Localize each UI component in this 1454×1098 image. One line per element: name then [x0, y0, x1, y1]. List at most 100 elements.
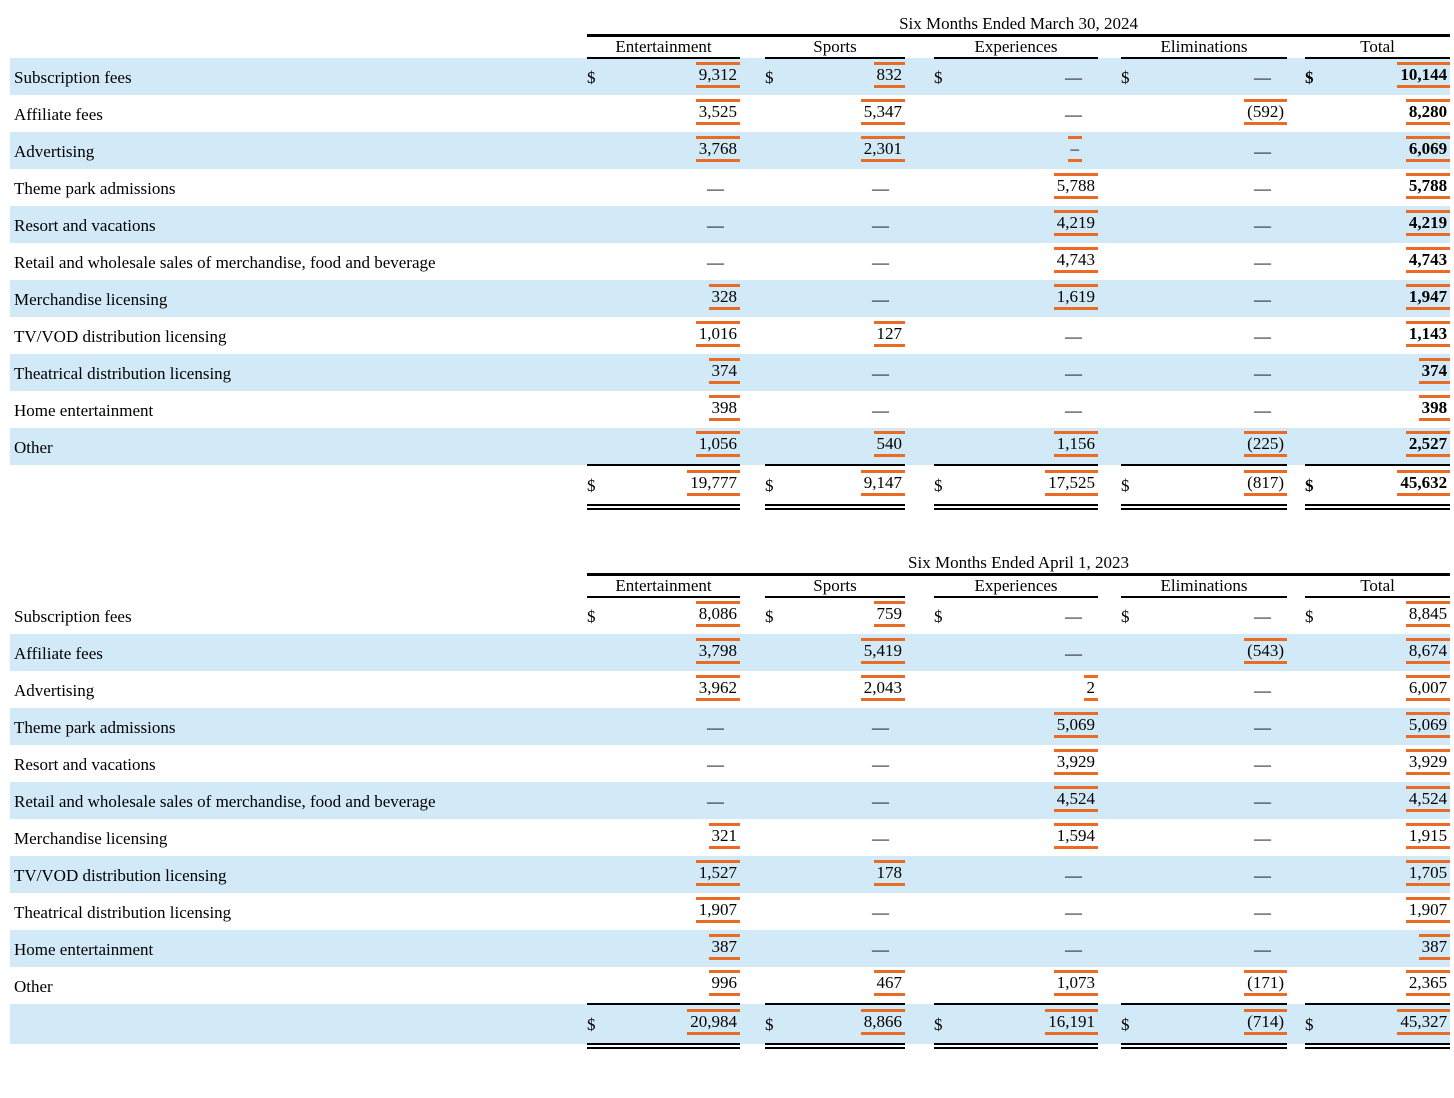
- column-gap: [1098, 505, 1121, 509]
- xbrl-tagged-value: 1,073: [1053, 970, 1098, 996]
- value-cell: —: [1149, 708, 1287, 745]
- dollar-sign: $: [1305, 58, 1333, 95]
- dollar-sign: [587, 782, 615, 819]
- dollar-sign: [1121, 782, 1149, 819]
- column-gap: [905, 243, 934, 280]
- table-row: Subscription fees $8,086 $759 $ — $ — $8,845: [10, 597, 1451, 634]
- dollar-sign: [934, 856, 962, 893]
- value-cell: 2,043: [793, 671, 905, 708]
- dollar-sign: [1305, 856, 1333, 893]
- value-cell: —: [962, 634, 1098, 671]
- value-cell: 5,347: [793, 95, 905, 132]
- xbrl-tagged-value: 540: [873, 431, 905, 457]
- segment-revenue-tables: Six Months Ended March 30, 2024 Entertain…: [10, 14, 1454, 1049]
- column-gap: [740, 428, 765, 465]
- value-cell: (714): [1149, 1003, 1287, 1045]
- column-gap: [740, 58, 765, 95]
- value-cell: 1,073: [962, 967, 1098, 1004]
- dollar-sign: $: [934, 58, 962, 95]
- value-cell: —: [707, 755, 724, 774]
- dollar-sign: [587, 243, 615, 280]
- column-gap: [740, 465, 765, 505]
- xbrl-tagged-value: 6,007: [1405, 675, 1451, 701]
- dollar-sign: [1121, 967, 1149, 1004]
- value-cell: 1,156: [962, 428, 1098, 465]
- column-gap: [1287, 280, 1305, 317]
- xbrl-tagged-value: 1,705: [1405, 860, 1451, 886]
- table-row: Theatrical distribution licensing 1,907 — —…: [10, 893, 1451, 930]
- double-rule: [587, 1044, 740, 1049]
- column-gap: [1098, 597, 1121, 634]
- dollar-sign: [1305, 354, 1333, 391]
- value-cell: 127: [793, 317, 905, 354]
- dollar-sign: [587, 893, 615, 930]
- double-rule-row: [10, 1044, 1451, 1049]
- value-cell: 387: [1333, 930, 1451, 967]
- six-months-2023-table: Six Months Ended April 1, 2023 Entertainm…: [10, 553, 1454, 1049]
- dollar-sign: $: [587, 1003, 615, 1045]
- row-label: Other: [14, 977, 53, 996]
- dollar-sign: [587, 95, 615, 132]
- double-rule: [1305, 1044, 1451, 1049]
- column-gap: [905, 1004, 934, 1044]
- corner-spacer: [10, 36, 587, 59]
- table-row: TV/VOD distribution licensing 1,527 178 — — 1…: [10, 856, 1451, 893]
- column-header-row: Entertainment Sports Experiences Eliminatio…: [10, 35, 1451, 59]
- value-cell: —: [1149, 856, 1287, 893]
- xbrl-tagged-value: 2,527: [1405, 431, 1451, 457]
- column-gap: [1098, 782, 1121, 819]
- value-cell: (171): [1149, 967, 1287, 1004]
- dollar-sign: [1121, 317, 1149, 354]
- column-gap: [905, 575, 934, 598]
- dollar-sign: [587, 856, 615, 893]
- dollar-sign: [934, 782, 962, 819]
- value-cell: —: [1254, 401, 1271, 420]
- column-gap: [905, 58, 934, 95]
- value-cell: 4,219: [962, 206, 1098, 243]
- value-cell: 10,144: [1333, 58, 1451, 95]
- dollar-sign: $: [1305, 464, 1333, 506]
- row-label: Subscription fees: [14, 607, 132, 626]
- column-gap: [905, 708, 934, 745]
- column-gap: [1287, 819, 1305, 856]
- row-label: Retail and wholesale sales of merchandis…: [14, 253, 436, 272]
- table-row: Retail and wholesale sales of merchandis…: [10, 243, 1451, 280]
- column-gap: [1287, 967, 1305, 1004]
- value-cell: —: [962, 930, 1098, 967]
- dollar-sign: [765, 930, 793, 967]
- revenue-table: Six Months Ended April 1, 2023 Entertainm…: [10, 553, 1451, 1049]
- xbrl-tagged-value: 4,743: [1053, 247, 1098, 273]
- table-row: Merchandise licensing 328 — 1,619 — 1,947: [10, 280, 1451, 317]
- xbrl-tagged-value: 1,056: [695, 431, 740, 457]
- dollar-sign: [1305, 708, 1333, 745]
- column-gap: [1098, 819, 1121, 856]
- column-gap: [1098, 391, 1121, 428]
- dollar-sign: [934, 169, 962, 206]
- dollar-sign: [587, 671, 615, 708]
- dollar-sign: [1305, 819, 1333, 856]
- column-gap: [905, 597, 934, 634]
- double-rule: [1305, 505, 1451, 510]
- column-header: Total: [1305, 574, 1451, 598]
- column-gap: [1287, 708, 1305, 745]
- double-rule: [1121, 505, 1287, 510]
- value-cell: —: [872, 829, 889, 848]
- value-cell: 4,743: [962, 243, 1098, 280]
- value-cell: (225): [1149, 428, 1287, 465]
- value-cell: —: [1149, 132, 1287, 169]
- column-gap: [905, 206, 934, 243]
- value-cell: 2,527: [1333, 428, 1451, 465]
- dollar-sign: [765, 169, 793, 206]
- column-gap: [740, 575, 765, 598]
- value-cell: —: [615, 782, 740, 819]
- dollar-sign: [934, 391, 962, 428]
- xbrl-tagged-value: 759: [873, 601, 905, 627]
- value-cell: —: [872, 755, 889, 774]
- dollar-sign: [1305, 782, 1333, 819]
- xbrl-tagged-value: 45,327: [1397, 1009, 1451, 1035]
- revenue-table: Six Months Ended March 30, 2024 Entertain…: [10, 14, 1451, 510]
- xbrl-tagged-value: 387: [1418, 934, 1451, 960]
- dollar-sign: [1121, 280, 1149, 317]
- column-gap: [740, 819, 765, 856]
- table-row: Merchandise licensing 321 — 1,594 — 1,915: [10, 819, 1451, 856]
